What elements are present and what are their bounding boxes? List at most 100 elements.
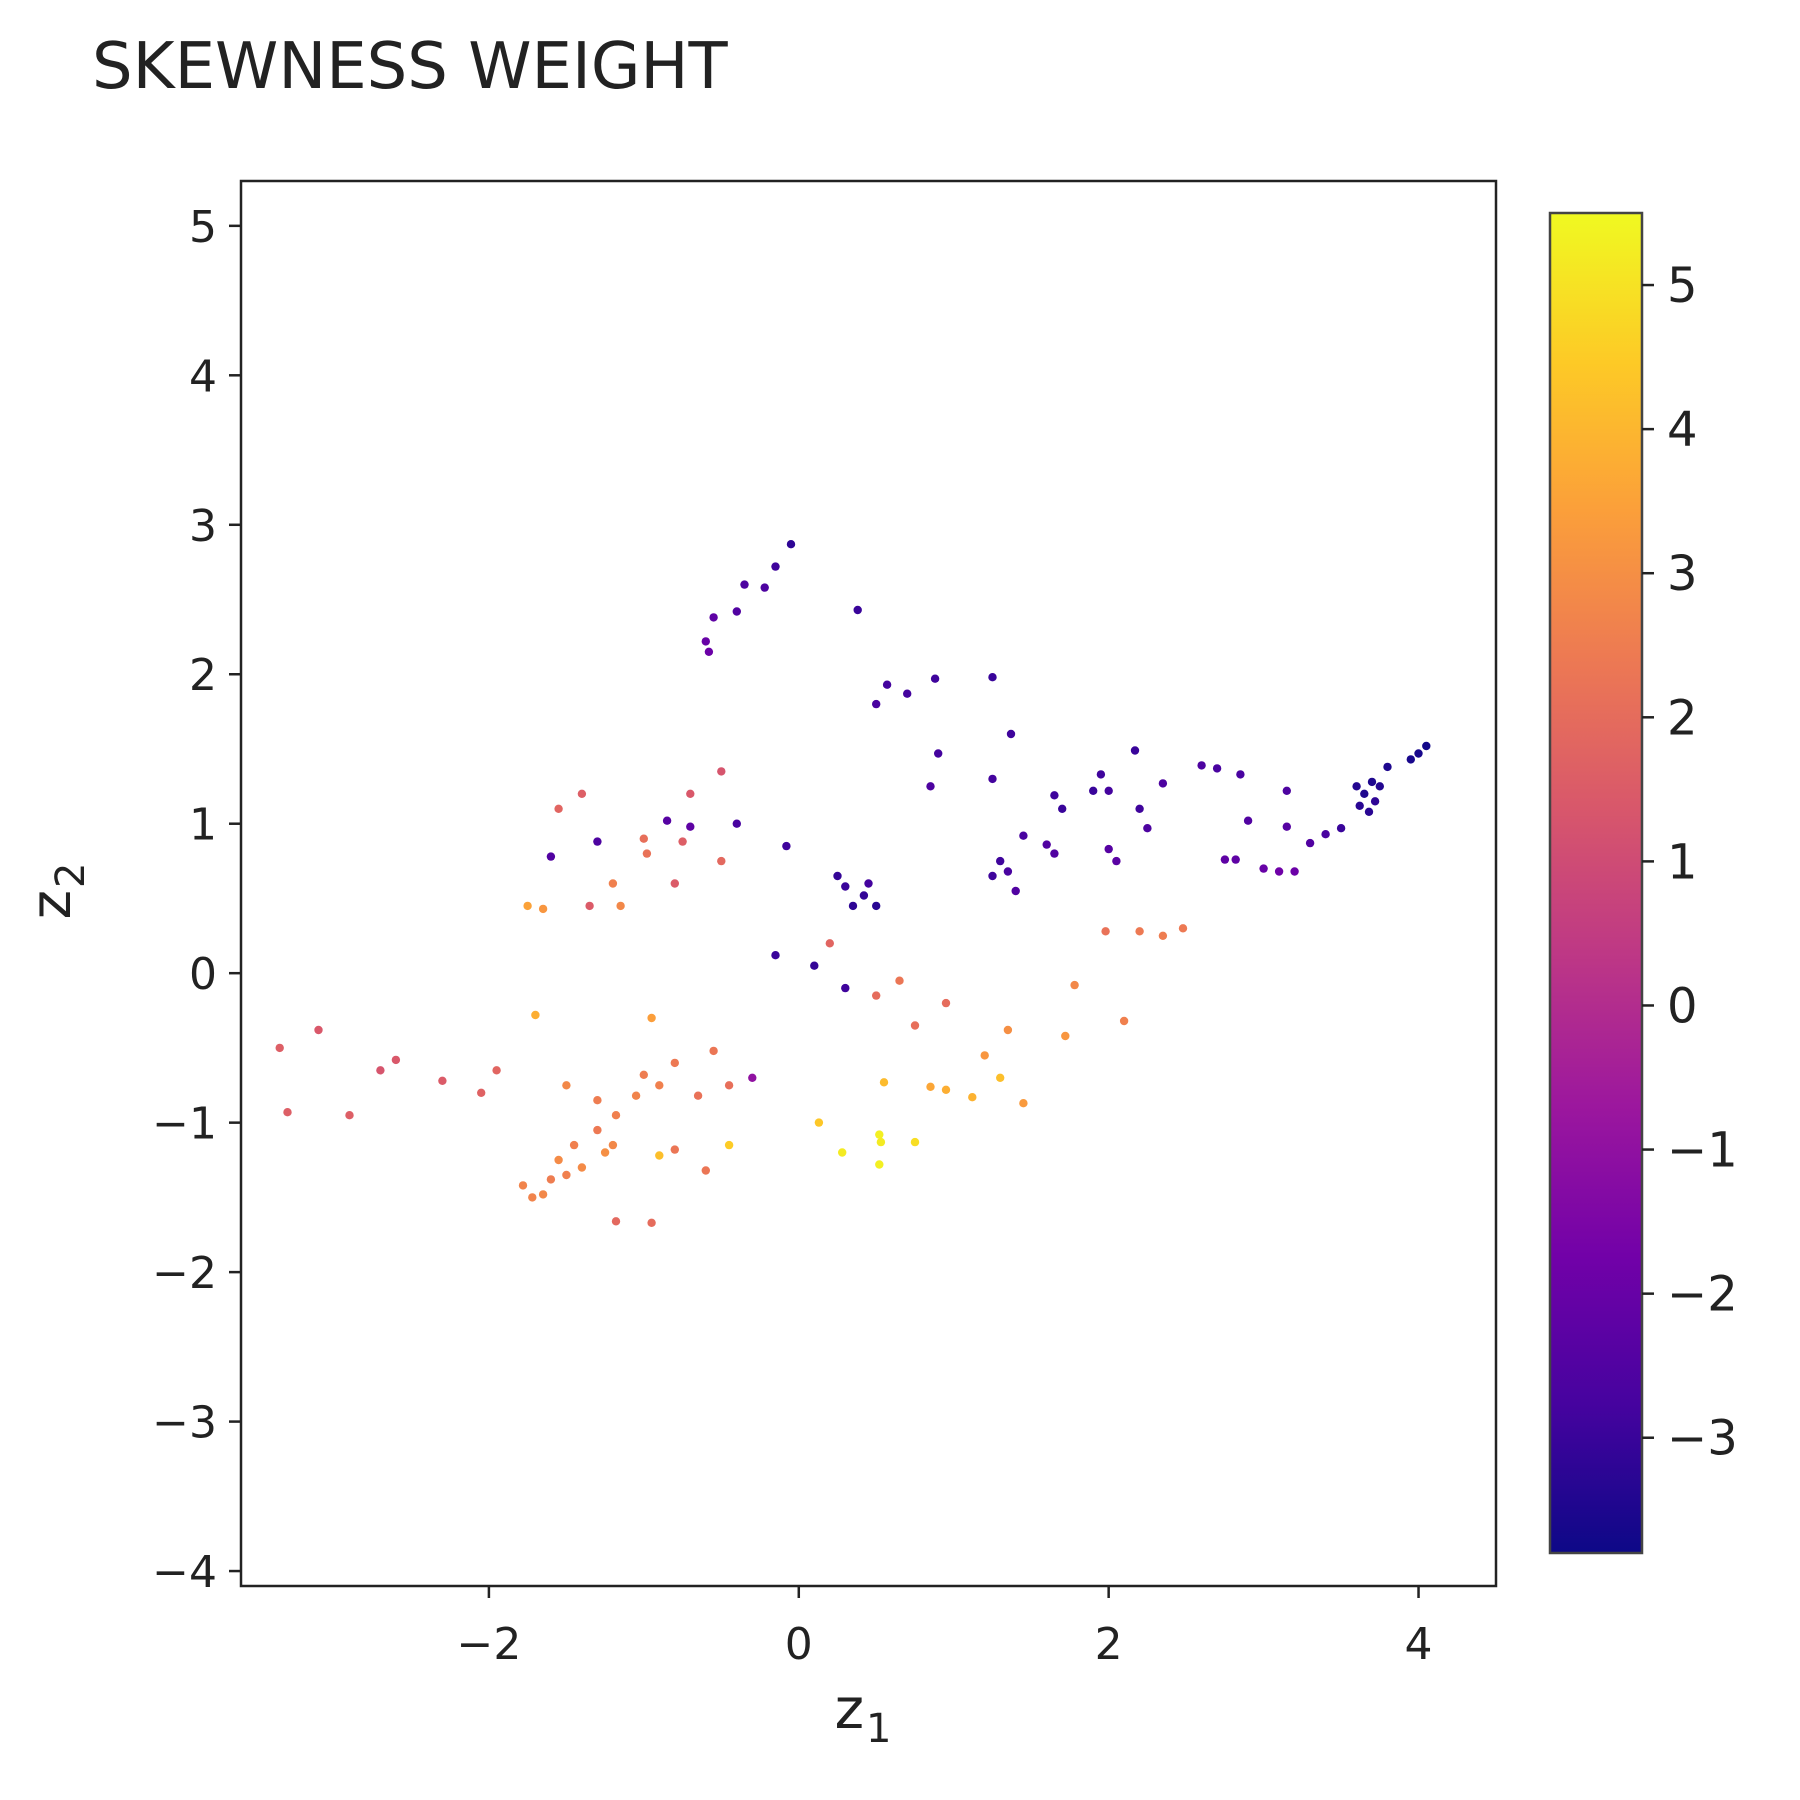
data-point: [709, 1046, 718, 1056]
data-point: [1178, 924, 1188, 933]
y-tick-label: 5: [189, 202, 217, 253]
data-point: [876, 1137, 886, 1147]
data-point: [283, 1108, 292, 1117]
data-point: [585, 901, 594, 911]
data-point: [1089, 786, 1098, 795]
data-point: [895, 976, 904, 985]
data-point: [1274, 867, 1284, 876]
data-point: [1231, 855, 1240, 864]
data-point: [848, 901, 858, 911]
colorbar-tick-label: −1: [1667, 1123, 1738, 1179]
x-tick-label: 0: [785, 1619, 813, 1670]
data-point: [732, 819, 741, 828]
y-axis-label: z 2: [19, 863, 94, 920]
data-point: [782, 841, 791, 851]
data-point: [1101, 927, 1110, 936]
data-point: [647, 1013, 656, 1023]
data-point: [841, 882, 850, 891]
data-point: [701, 637, 710, 646]
data-point: [771, 562, 780, 571]
colorbar-tick-label: 4: [1667, 402, 1698, 458]
data-point: [678, 837, 687, 846]
data-point: [841, 983, 850, 993]
data-point: [275, 1043, 284, 1053]
data-point: [875, 1130, 884, 1139]
data-point: [438, 1076, 447, 1086]
data-point: [593, 1125, 602, 1135]
data-point: [926, 1082, 935, 1092]
x-axis: −2 0 2 4: [456, 1586, 1433, 1670]
data-point: [838, 1148, 847, 1157]
data-point: [1220, 855, 1230, 864]
data-point: [1197, 761, 1206, 770]
data-point: [693, 1091, 703, 1100]
data-point: [562, 1081, 571, 1090]
colorbar-tick-label: 3: [1667, 546, 1698, 602]
data-point: [577, 789, 587, 798]
data-point: [1282, 786, 1292, 795]
data-point: [670, 879, 679, 888]
colorbar-tick-label: 5: [1667, 258, 1698, 314]
data-point: [1104, 844, 1113, 854]
data-point: [1143, 824, 1152, 833]
data-point: [864, 879, 873, 888]
y-tick-label: 1: [189, 800, 217, 851]
y-tick-label: −3: [152, 1398, 217, 1449]
y-tick-label: −4: [152, 1547, 217, 1598]
data-point: [859, 891, 869, 900]
data-point: [1096, 770, 1106, 779]
y-tick-label: 2: [189, 650, 217, 701]
data-point: [611, 1111, 621, 1120]
data-point: [988, 673, 997, 682]
data-point: [717, 767, 726, 776]
data-point: [391, 1055, 401, 1065]
data-point: [709, 613, 718, 622]
data-point: [996, 856, 1005, 866]
data-point: [600, 1148, 610, 1157]
data-point: [1042, 840, 1051, 849]
data-point: [1019, 1099, 1028, 1108]
data-point: [492, 1066, 501, 1075]
data-point: [616, 901, 625, 911]
y-tick-label: −2: [152, 1248, 217, 1299]
data-point: [810, 961, 819, 970]
data-point: [1290, 867, 1299, 876]
data-point: [910, 1021, 920, 1030]
data-point: [1003, 867, 1013, 876]
data-point: [538, 904, 548, 914]
data-point: [930, 674, 940, 683]
x-tick-label: 4: [1405, 1619, 1433, 1670]
data-point: [941, 1085, 951, 1095]
x-axis-label: z: [835, 1677, 864, 1742]
data-point: [546, 1175, 556, 1184]
data-point: [670, 1145, 679, 1154]
data-point: [1058, 804, 1067, 813]
data-point: [814, 1118, 824, 1127]
colorbar-ticks: −3 −2 −1 0 1 2 3 4 5: [1642, 258, 1738, 1467]
data-point: [1019, 831, 1028, 840]
plot-frame: [239, 179, 1498, 1588]
data-point: [1352, 782, 1361, 791]
data-point: [872, 699, 881, 709]
data-point: [1406, 755, 1416, 764]
colorbar-tick-label: −2: [1667, 1267, 1738, 1323]
data-point: [1006, 729, 1016, 739]
data-point: [1050, 791, 1059, 800]
data-point: [1414, 749, 1423, 758]
data-point: [872, 991, 881, 1000]
y-tick-label: −1: [152, 1099, 217, 1150]
data-point: [1243, 816, 1253, 825]
data-point: [554, 804, 563, 813]
data-point: [608, 879, 618, 888]
data-point: [538, 1190, 548, 1199]
data-point: [670, 1058, 679, 1068]
data-point: [1422, 741, 1431, 751]
colorbar-tick-label: 0: [1667, 978, 1698, 1034]
data-point: [1158, 931, 1168, 940]
data-point: [639, 1070, 648, 1080]
data-point: [639, 834, 648, 843]
data-point: [1259, 864, 1268, 873]
data-point: [926, 782, 935, 791]
data-point: [1158, 779, 1168, 788]
